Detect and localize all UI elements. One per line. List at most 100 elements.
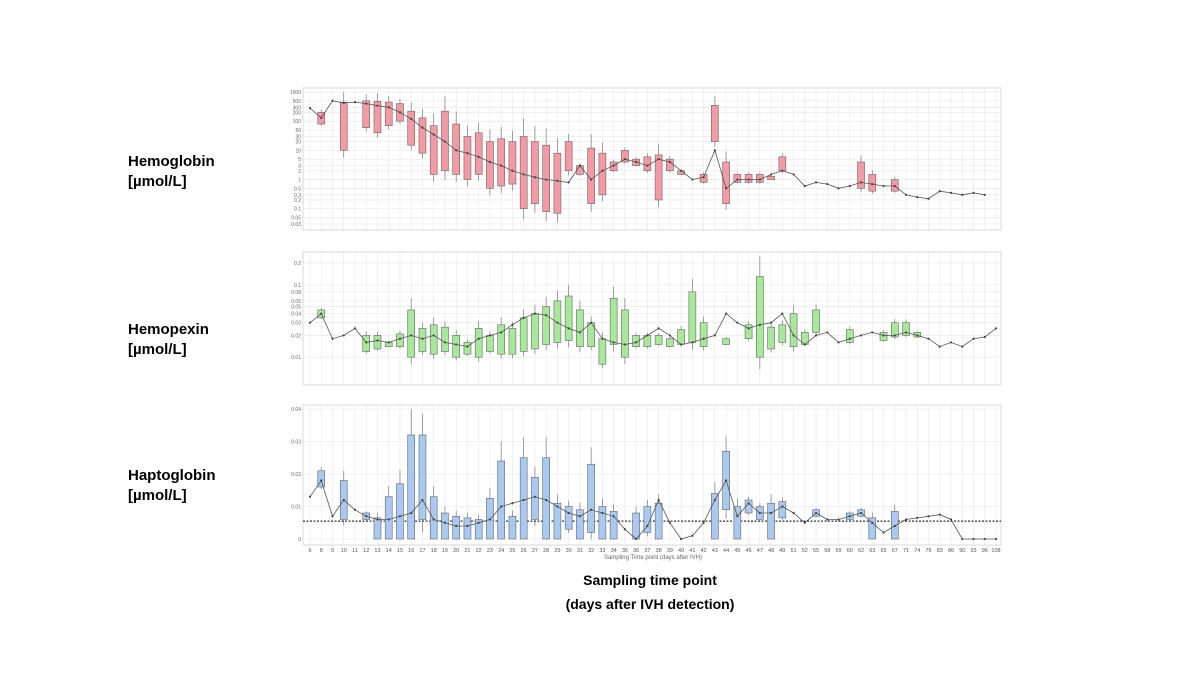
- haptoglobin-median-point: [466, 524, 469, 528]
- hemopexin-median-point: [590, 321, 593, 324]
- haptoglobin-box-day-45: [733, 506, 742, 540]
- haptoglobin-box-day-29: [553, 502, 562, 540]
- haptoglobin-median-point: [331, 515, 334, 518]
- x-tick-label: 55: [813, 548, 819, 554]
- hemoglobin-box-day-31: [576, 165, 584, 175]
- x-tick-label: 49: [779, 548, 785, 554]
- hemopexin-median-point: [691, 341, 694, 344]
- haptoglobin-y-tick-label: 0: [298, 537, 301, 543]
- hemoglobin-median-point: [781, 169, 784, 172]
- x-tick-label: 22: [476, 548, 482, 554]
- haptoglobin-box-day-38: [654, 502, 663, 540]
- hemoglobin-median-point: [927, 197, 930, 200]
- hemoglobin-median-point: [500, 164, 503, 167]
- x-tick-label: 63: [869, 548, 875, 554]
- hemoglobin-median-point: [983, 193, 986, 196]
- hemopexin-median-point: [533, 312, 537, 315]
- haptoglobin-box-day-28: [542, 457, 550, 540]
- hemoglobin-median-point: [747, 178, 750, 181]
- hemopexin-median-point: [623, 343, 626, 346]
- x-tick-label: 21: [464, 548, 470, 554]
- hemopexin-box-day-17: [418, 328, 427, 352]
- haptoglobin-box-day-25: [508, 515, 517, 540]
- x-tick-label: 34: [611, 548, 617, 554]
- hemoglobin-y-tick-label: 500: [293, 99, 302, 105]
- hemoglobin-median-point: [623, 158, 626, 161]
- hemopexin-median-point: [511, 323, 514, 326]
- hemoglobin-box-day-24: [497, 138, 505, 187]
- hemoglobin-median-point: [578, 164, 582, 167]
- x-tick-label: 41: [689, 548, 695, 554]
- hemoglobin-label: Hemoglobin [µmol/L]: [128, 152, 215, 192]
- haptoglobin-median-point: [432, 518, 435, 521]
- haptoglobin-median-point: [657, 498, 660, 502]
- hemopexin-box-day-18: [429, 324, 438, 355]
- hemopexin-median-point: [882, 334, 885, 337]
- hemoglobin-median-point: [556, 179, 559, 182]
- hemopexin-y-tick-label: 0.2: [294, 261, 301, 267]
- hemopexin-box-day-71: [902, 322, 910, 336]
- haptoglobin-box-day-14: [384, 496, 393, 540]
- hemopexin-median-point: [826, 331, 829, 334]
- hemoglobin-box-day-14: [384, 101, 393, 127]
- hemopexin-box-day-20: [452, 335, 460, 358]
- hemoglobin-box-day-27: [531, 141, 539, 204]
- hemoglobin-median-point: [320, 116, 323, 119]
- x-tick-label: 36: [633, 548, 639, 554]
- haptoglobin-median-point: [601, 511, 604, 515]
- haptoglobin-median-point: [668, 521, 671, 524]
- hemopexin-median-point: [994, 327, 998, 330]
- haptoglobin-y-tick-label: 0.01: [291, 505, 301, 511]
- hemoglobin-box-day-45: [733, 174, 742, 183]
- hemoglobin-median-point: [814, 181, 818, 184]
- hemopexin-median-point: [488, 334, 492, 337]
- hemopexin-box-day-46: [744, 324, 753, 340]
- haptoglobin-median-point: [893, 524, 896, 528]
- haptoglobin-median-point: [758, 511, 761, 515]
- hemopexin-y-tick-label: 0.05: [291, 305, 301, 311]
- haptoglobin-box-day-34: [609, 511, 618, 540]
- hemoglobin-box-day-10: [339, 101, 348, 151]
- x-tick-label: 43: [712, 548, 718, 554]
- haptoglobin-median-point: [567, 511, 570, 515]
- hemopexin-y-tick-label: 0.04: [291, 312, 301, 318]
- hemoglobin-median-point: [398, 111, 402, 114]
- hemoglobin-median-point: [387, 106, 390, 109]
- x-tick-label: 33: [599, 548, 605, 554]
- hemopexin-box-day-27: [531, 313, 539, 350]
- haptoglobin-median-point: [421, 498, 424, 502]
- hemoglobin-median-point: [826, 182, 829, 186]
- hemoglobin-median-point: [691, 178, 694, 181]
- hemoglobin-median-point: [533, 176, 537, 179]
- hemoglobin-median-point: [848, 184, 851, 188]
- hemopexin-y-tick-label: 0.08: [291, 290, 301, 296]
- hemopexin-median-point: [871, 331, 874, 334]
- haptoglobin-median-point: [781, 505, 784, 508]
- haptoglobin-box-day-15: [396, 483, 404, 540]
- hemoglobin-y-tick-label: 30: [295, 134, 301, 140]
- hemoglobin-median-point: [410, 117, 413, 120]
- haptoglobin-median-point: [387, 518, 390, 521]
- hemoglobin-median-point: [308, 107, 312, 110]
- hemopexin-median-point: [668, 334, 671, 337]
- hemoglobin-y-tick-label: 0.03: [291, 222, 301, 228]
- x-tick-label: 47: [757, 548, 763, 554]
- haptoglobin-median-point: [612, 515, 615, 518]
- hemoglobin-median-point: [353, 101, 357, 104]
- x-tick-label: 25: [509, 548, 515, 554]
- hemopexin-median-point: [331, 337, 334, 340]
- hemopexin-median-point: [601, 337, 604, 340]
- haptoglobin-median-point: [398, 515, 402, 518]
- hemopexin-y-tick-label: 0.02: [291, 333, 301, 339]
- hemoglobin-median-point: [635, 160, 638, 164]
- hemopexin-median-point: [455, 343, 458, 346]
- haptoglobin-box-day-17: [418, 434, 427, 520]
- x-tick-label: 71: [903, 548, 909, 554]
- haptoglobin-y-tick-label: 0.04: [291, 407, 301, 413]
- hemopexin-median-point: [814, 334, 818, 337]
- x-tick-label: 31: [577, 548, 583, 554]
- hemoglobin-median-point: [893, 184, 896, 188]
- x-tick-label: 74: [914, 548, 920, 554]
- hemoglobin-median-point: [421, 126, 424, 129]
